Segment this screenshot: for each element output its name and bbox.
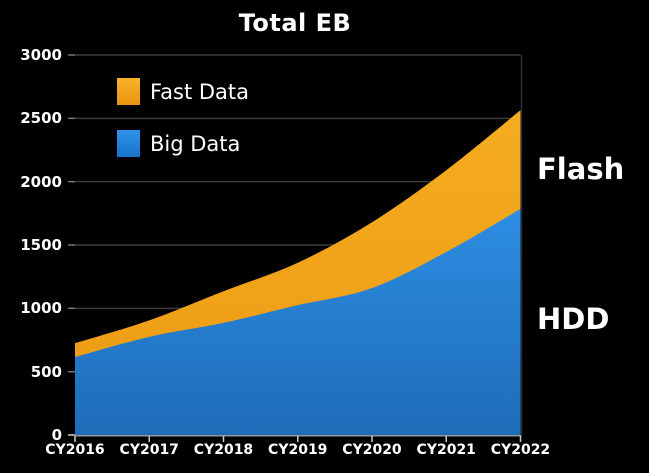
- x-axis-tick-label: CY2019: [268, 442, 328, 458]
- x-axis-tick-label: CY2016: [45, 442, 105, 458]
- legend-item-big-data: Big Data: [117, 130, 240, 157]
- x-axis-tick-label: CY2020: [342, 442, 402, 458]
- y-axis-tick-label: 2500: [20, 109, 62, 128]
- x-axis-tick-label: CY2017: [119, 442, 179, 458]
- y-axis-tick-label: 3000: [20, 46, 62, 64]
- legend-item-fast-data: Fast Data: [117, 78, 249, 105]
- x-axis-tick-label: CY2018: [193, 442, 254, 458]
- legend-label-fast-data: Fast Data: [150, 79, 250, 104]
- y-axis-tick-label: 0: [51, 426, 62, 444]
- x-axis-tick-label: CY2022: [490, 442, 551, 458]
- fast-data-swatch-icon: [117, 78, 140, 105]
- hdd-annotation: HDD: [537, 302, 610, 336]
- y-axis-tick-label: 500: [30, 362, 62, 381]
- y-axis-tick-label: 2000: [20, 172, 62, 191]
- area-big-data: [75, 208, 521, 435]
- stacked-areas: [75, 110, 521, 435]
- y-axis-tick-label: 1000: [20, 299, 62, 318]
- x-axis-tick-label: CY2021: [416, 442, 476, 458]
- flash-annotation: Flash: [537, 152, 625, 186]
- legend-label-big-data: Big Data: [150, 131, 241, 156]
- y-axis-tick-label: 1500: [20, 236, 62, 254]
- axes: [74, 55, 523, 442]
- chart-title: Total EB: [238, 9, 352, 37]
- big-data-swatch-icon: [117, 130, 140, 157]
